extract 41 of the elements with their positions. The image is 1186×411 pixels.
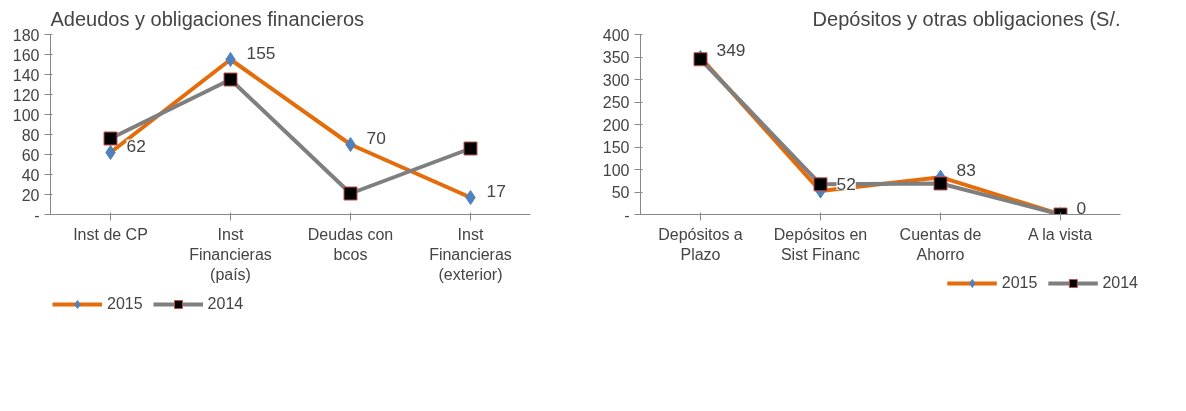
y-tick-label: 20 — [21, 186, 40, 204]
x-tick-label: Inst Financieras (país) — [189, 225, 272, 284]
y-tick-label: 80 — [21, 126, 40, 144]
y-tick-label: 40 — [21, 166, 40, 184]
y-tick-label: - — [624, 206, 630, 224]
y-tick-label: 100 — [12, 106, 40, 124]
y-tick-label: 300 — [602, 71, 630, 89]
y-tick-label: 100 — [602, 161, 630, 179]
legend-label: 2014 — [207, 295, 244, 313]
y-tick-label: 200 — [602, 116, 630, 134]
legend-label: 2014 — [1102, 274, 1138, 292]
x-tick-label: Depósitos a Plazo — [658, 225, 743, 263]
y-tick-label: 180 — [12, 26, 40, 44]
chart-title: Adeudos y obligaciones financieros — [50, 7, 365, 30]
data-label: 83 — [956, 160, 976, 181]
y-tick-label: 60 — [21, 146, 40, 164]
x-tick-label: Inst Financieras (exterior) — [429, 225, 512, 284]
y-tick-label: 160 — [12, 46, 40, 64]
data-label: 52 — [836, 174, 856, 195]
y-tick-label: - — [34, 206, 40, 224]
data-label: 62 — [126, 135, 146, 156]
y-tick-label: 120 — [12, 86, 40, 104]
data-label: 155 — [246, 42, 276, 63]
x-tick-label: Deudas con bcos — [307, 225, 394, 263]
legend-label: 2015 — [1001, 274, 1038, 292]
y-tick-label: 350 — [602, 49, 630, 66]
x-tick-label: Inst de CP — [73, 225, 148, 243]
y-tick-label: 150 — [602, 139, 630, 156]
data-label: 349 — [716, 40, 746, 61]
data-label: 17 — [486, 180, 506, 201]
y-tick-label: 140 — [12, 66, 40, 84]
y-tick-label: 400 — [602, 26, 630, 44]
data-label: 70 — [366, 127, 386, 148]
x-tick-label: Depósitos en Sist Financ — [773, 225, 868, 263]
y-tick-label: 50 — [611, 184, 630, 201]
chart-title: Depósitos y otras obligaciones (S/. — [812, 7, 1121, 30]
legend-label: 2015 — [107, 295, 143, 313]
x-tick-label: A la vista — [1028, 225, 1093, 243]
y-tick-label: 250 — [602, 94, 630, 111]
data-label: 0 — [1076, 197, 1087, 218]
x-tick-label: Cuentas de Ahorro — [899, 225, 982, 263]
